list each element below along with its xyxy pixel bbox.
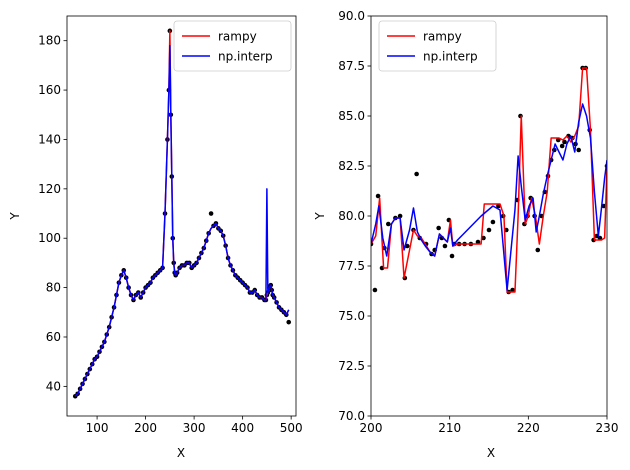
data-point (559, 143, 565, 149)
data-point (535, 247, 541, 253)
legend: rampy np.interp (378, 20, 497, 72)
data-point (375, 193, 381, 199)
data-point (386, 221, 391, 227)
y-tick-label: 180 (38, 34, 61, 48)
legend-label: rampy (218, 30, 257, 44)
right-ylabel: Y (313, 212, 327, 221)
y-tick-label: 80 (46, 281, 61, 295)
legend-label: np.interp (218, 50, 273, 64)
x-tick-label: 210 (438, 421, 461, 435)
y-tick-label: 75.0 (338, 309, 365, 323)
y-tick-label: 77.5 (338, 259, 365, 273)
legend-label: np.interp (423, 50, 478, 64)
plot-frame (370, 15, 608, 417)
data-point (597, 235, 603, 241)
left-xlabel: X (177, 446, 185, 460)
legend: rampy np.interp (173, 20, 292, 72)
data-point (475, 239, 481, 245)
data-point (286, 319, 292, 325)
data-point (490, 219, 496, 225)
data-point (576, 147, 581, 153)
y-tick-label: 80.0 (338, 209, 365, 223)
y-tick-label: 120 (38, 182, 61, 196)
data-point (510, 287, 515, 293)
left-ylabel: Y (8, 212, 22, 221)
x-tick-label: 200 (134, 421, 157, 435)
x-tick-label: 220 (517, 421, 540, 435)
y-tick-label: 100 (38, 231, 61, 245)
left-chart: Y X 100 200 300 400 500 40 60 80 100 120 140 160 180… (8, 15, 303, 460)
x-tick-label: 300 (183, 421, 206, 435)
plot-frame (66, 15, 297, 417)
x-tick-label: 400 (231, 421, 254, 435)
data-point (208, 211, 214, 216)
data-point (397, 213, 403, 219)
legend-box (173, 20, 292, 72)
data-point (486, 227, 492, 233)
y-tick-label: 40 (46, 379, 61, 393)
series-line-np-interp (74, 44, 290, 397)
y-tick-label: 82.5 (338, 159, 365, 173)
data-point (372, 287, 378, 293)
x-tick-label: 200 (360, 421, 383, 435)
series-line-rampy (371, 67, 607, 293)
y-tick-label: 90.0 (338, 9, 365, 23)
data-point (414, 171, 419, 177)
y-tick-label: 70.0 (338, 409, 365, 423)
x-tick-label: 230 (596, 421, 619, 435)
legend-label: rampy (423, 30, 462, 44)
data-point (562, 139, 567, 145)
data-point (436, 225, 441, 231)
y-tick-label: 87.5 (338, 59, 365, 73)
y-tick-label: 85.0 (338, 109, 365, 123)
right-xlabel: X (487, 446, 495, 460)
data-point (449, 253, 455, 259)
x-tick-label: 500 (280, 421, 303, 435)
y-tick-label: 72.5 (338, 359, 365, 373)
y-tick-label: 140 (38, 132, 61, 146)
legend-box (378, 20, 497, 72)
right-chart: Y X 200 210 220 230 70.0 72.5 75.0 77.5 80.0 82.5… (313, 9, 618, 460)
x-tick-label: 100 (86, 421, 109, 435)
series-line-np-interp (371, 103, 607, 291)
y-tick-label: 160 (38, 83, 61, 97)
data-point (442, 243, 448, 249)
y-tick-label: 60 (46, 330, 61, 344)
